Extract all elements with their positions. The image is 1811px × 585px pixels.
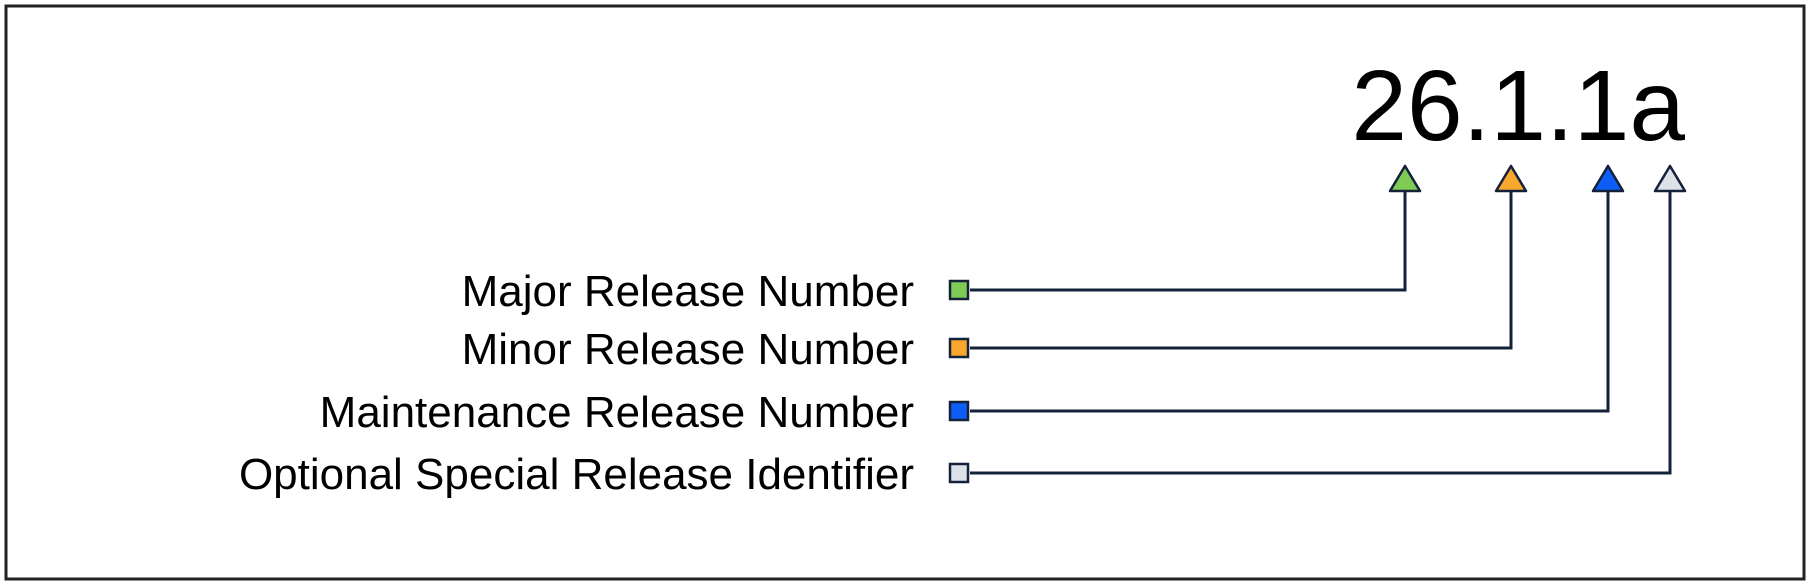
legend-square-special: [948, 462, 970, 484]
arrow-triangle-minor: [1494, 164, 1528, 193]
label-special: Optional Special Release Identifier: [239, 450, 914, 499]
arrow-triangle-major: [1388, 164, 1422, 193]
frame-border: [4, 4, 1806, 581]
legend-square-major: [948, 279, 970, 301]
legend-square-maintenance: [948, 400, 970, 422]
connector-maintenance: [970, 190, 1610, 413]
label-minor: Minor Release Number: [462, 325, 914, 374]
arrow-triangle-special: [1653, 164, 1687, 193]
legend-square-minor: [948, 337, 970, 359]
connector-major: [970, 190, 1407, 292]
connector-minor: [970, 190, 1513, 350]
label-major: Major Release Number: [462, 267, 914, 316]
connector-special: [970, 190, 1672, 475]
version-number: 26.1.1a: [1351, 50, 1685, 162]
arrow-triangle-maintenance: [1591, 164, 1625, 193]
label-maintenance: Maintenance Release Number: [320, 388, 914, 437]
